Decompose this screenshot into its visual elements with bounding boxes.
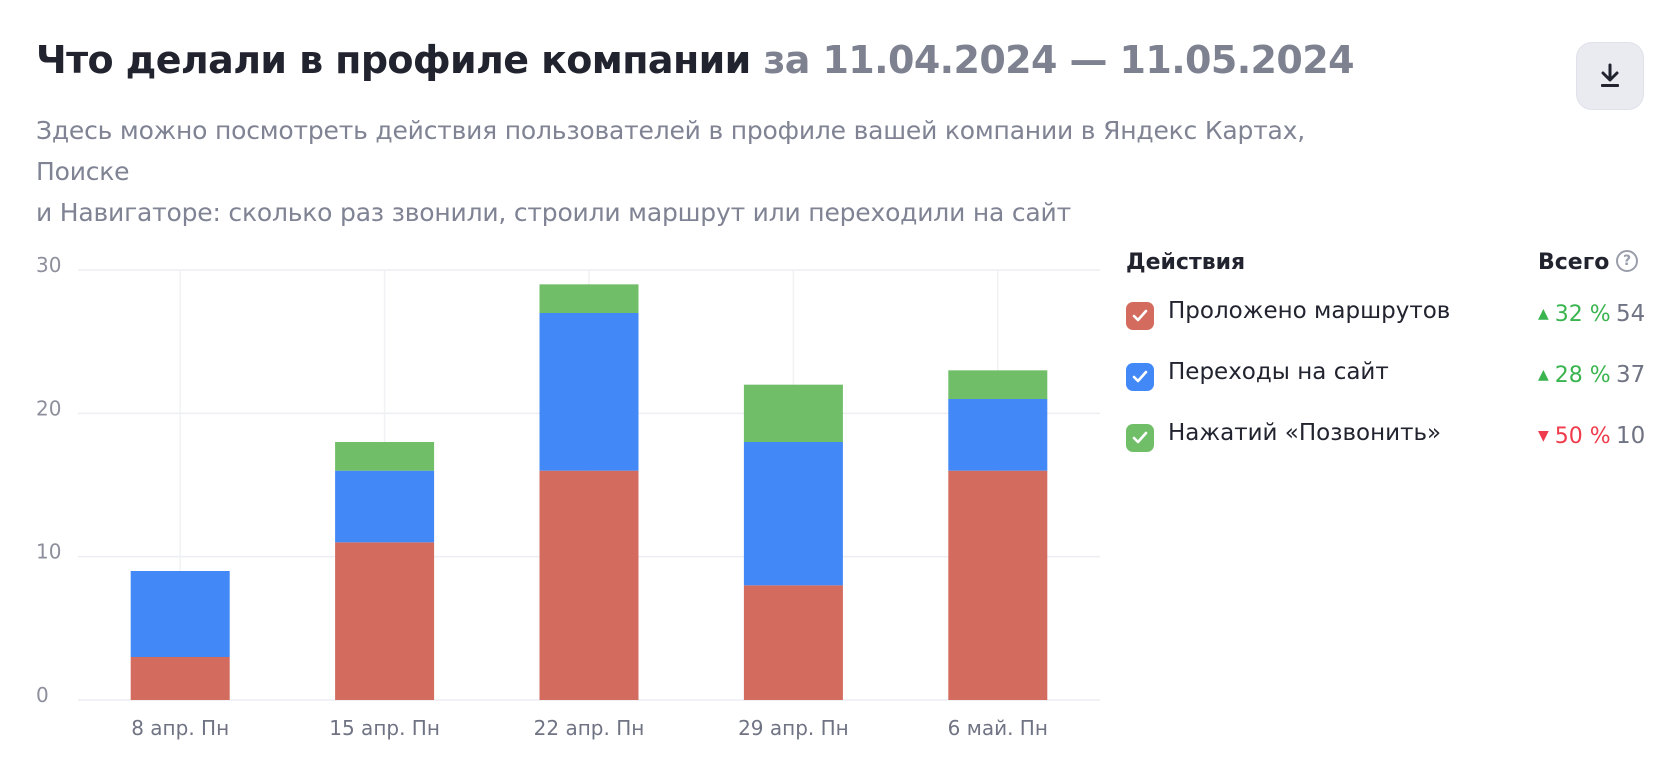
trend-up-icon: ▲ bbox=[1538, 306, 1549, 322]
chart-legend: Действия Всего ? Проложено маршрутов ▲ 32… bbox=[1126, 246, 1646, 465]
download-icon bbox=[1601, 63, 1619, 87]
x-tick-label: 29 апр. Пн bbox=[738, 716, 849, 740]
legend-rows: Проложено маршрутов ▲ 32 % 54 Переходы на… bbox=[1126, 282, 1646, 465]
description-line-1: Здесь можно посмотреть действия пользова… bbox=[36, 116, 1306, 186]
bar-segment bbox=[335, 470, 435, 543]
legend-item-total: 37 bbox=[1616, 362, 1646, 388]
bar-segment bbox=[743, 442, 843, 586]
bar-segment bbox=[743, 585, 843, 700]
checkbox-routes[interactable] bbox=[1126, 302, 1154, 330]
legend-item[interactable]: Нажатий «Позвонить» ▼ 50 % 10 bbox=[1126, 404, 1646, 465]
bar-segment bbox=[743, 384, 843, 442]
bar-segment bbox=[539, 470, 639, 700]
x-tick-label: 22 апр. Пн bbox=[534, 716, 645, 740]
y-tick-label: 0 bbox=[36, 683, 49, 707]
checkmark-icon bbox=[1132, 370, 1148, 383]
bar-segment bbox=[335, 542, 435, 700]
trend-up-icon: ▲ bbox=[1538, 367, 1549, 383]
bar-segment bbox=[335, 442, 435, 471]
description-line-2: и Навигаторе: сколько раз звонили, строи… bbox=[36, 198, 1071, 227]
legend-item[interactable]: Проложено маршрутов ▲ 32 % 54 bbox=[1126, 282, 1646, 343]
checkbox-calls[interactable] bbox=[1126, 424, 1154, 452]
legend-item-delta: ▲ 28 % bbox=[1538, 363, 1611, 388]
question-circle-icon[interactable]: ? bbox=[1616, 250, 1638, 272]
checkbox-site[interactable] bbox=[1126, 363, 1154, 391]
bar-segment bbox=[948, 399, 1048, 471]
delta-value: 50 % bbox=[1554, 424, 1611, 449]
legend-item-total: 54 bbox=[1616, 301, 1646, 327]
legend-header: Действия Всего ? bbox=[1126, 246, 1646, 282]
legend-item-delta: ▼ 50 % bbox=[1538, 424, 1611, 449]
y-tick-label: 20 bbox=[36, 396, 61, 420]
y-tick-label: 30 bbox=[36, 253, 61, 277]
bar-segment bbox=[539, 284, 639, 313]
legend-item-label: Переходы на сайт bbox=[1168, 359, 1389, 385]
legend-item-label: Нажатий «Позвонить» bbox=[1168, 420, 1442, 446]
delta-value: 28 % bbox=[1554, 363, 1611, 388]
y-tick-label: 10 bbox=[36, 540, 61, 564]
checkmark-icon bbox=[1132, 431, 1148, 444]
legend-total-header: Всего bbox=[1538, 250, 1610, 275]
actions-chart: 0 10 20 30 8 апр. Пн 15 апр. Пн 22 апр. Пн 29 а… bbox=[0, 240, 1110, 760]
title-period: за 11.04.2024 — 11.05.2024 bbox=[763, 38, 1354, 82]
bar-segment bbox=[948, 470, 1048, 700]
x-tick-label: 15 апр. Пн bbox=[329, 716, 440, 740]
bar-segment bbox=[130, 657, 230, 700]
trend-down-icon: ▼ bbox=[1538, 428, 1549, 444]
legend-item-label: Проложено маршрутов bbox=[1168, 298, 1451, 324]
legend-actions-header: Действия bbox=[1126, 250, 1246, 275]
x-tick-label: 6 май. Пн bbox=[948, 716, 1048, 740]
legend-item-delta: ▲ 32 % bbox=[1538, 302, 1611, 327]
title-main: Что делали в профиле компании bbox=[36, 38, 751, 82]
page-title: Что делали в профиле компании за 11.04.2… bbox=[36, 38, 1355, 84]
page-description: Здесь можно посмотреть действия пользова… bbox=[36, 110, 1376, 233]
bar-segment bbox=[539, 313, 639, 471]
download-button[interactable] bbox=[1576, 42, 1644, 110]
x-tick-label: 8 апр. Пн bbox=[131, 716, 229, 740]
bar-segment bbox=[130, 571, 230, 657]
checkmark-icon bbox=[1132, 309, 1148, 322]
legend-item-total: 10 bbox=[1616, 423, 1646, 449]
delta-value: 32 % bbox=[1554, 302, 1611, 327]
bar-segment bbox=[948, 370, 1048, 399]
legend-item[interactable]: Переходы на сайт ▲ 28 % 37 bbox=[1126, 343, 1646, 404]
stacked-bar-chart: 0 10 20 30 8 апр. Пн 15 апр. Пн 22 апр. Пн 29 а… bbox=[36, 253, 1100, 740]
